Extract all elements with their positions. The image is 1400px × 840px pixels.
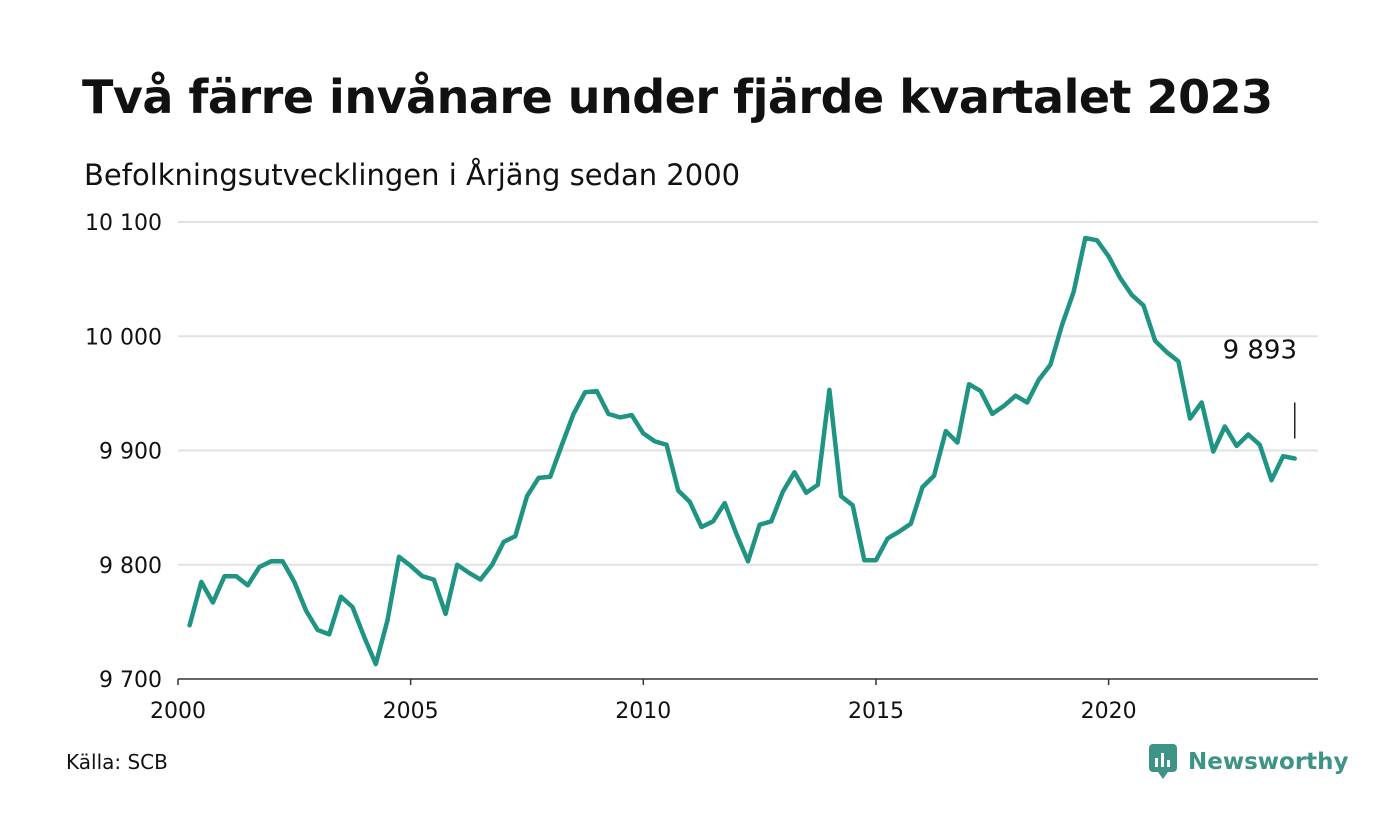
- annotation-layer: 9 893: [1223, 335, 1297, 439]
- x-tick-labels: 2000 2005 2010 2015 2020: [150, 699, 1137, 724]
- y-tick-label: 9 700: [99, 668, 162, 693]
- series-layer: [187, 235, 1297, 667]
- chart-subtitle: Befolkningsutvecklingen i Årjäng sedan 2…: [84, 158, 741, 192]
- y-tick-labels: 9 700 9 800 9 900 10 000 10 100: [85, 211, 162, 693]
- x-tick-label: 2000: [150, 699, 206, 724]
- x-axis: [177, 678, 1318, 685]
- y-tick-label: 9 900: [99, 440, 162, 465]
- newsworthy-logo[interactable]: Newsworthy: [1148, 742, 1349, 782]
- newsworthy-logo-icon: [1149, 744, 1177, 779]
- y-tick-label: 10 100: [85, 211, 162, 236]
- x-tick-label: 2015: [848, 699, 904, 724]
- y-tick-label: 9 800: [99, 554, 162, 579]
- x-tick-label: 2005: [383, 699, 439, 724]
- annotation-label: 9 893: [1223, 335, 1297, 365]
- source-note: Källa: SCB: [66, 750, 168, 774]
- grid-lines: [178, 221, 1318, 566]
- x-tick-label: 2020: [1081, 699, 1137, 724]
- series-line: [187, 235, 1297, 667]
- x-tick-label: 2010: [615, 699, 671, 724]
- y-tick-label: 10 000: [85, 325, 162, 350]
- brand-name: Newsworthy: [1188, 749, 1349, 775]
- chart-title: Två färre invånare under fjärde kvartale…: [82, 70, 1273, 124]
